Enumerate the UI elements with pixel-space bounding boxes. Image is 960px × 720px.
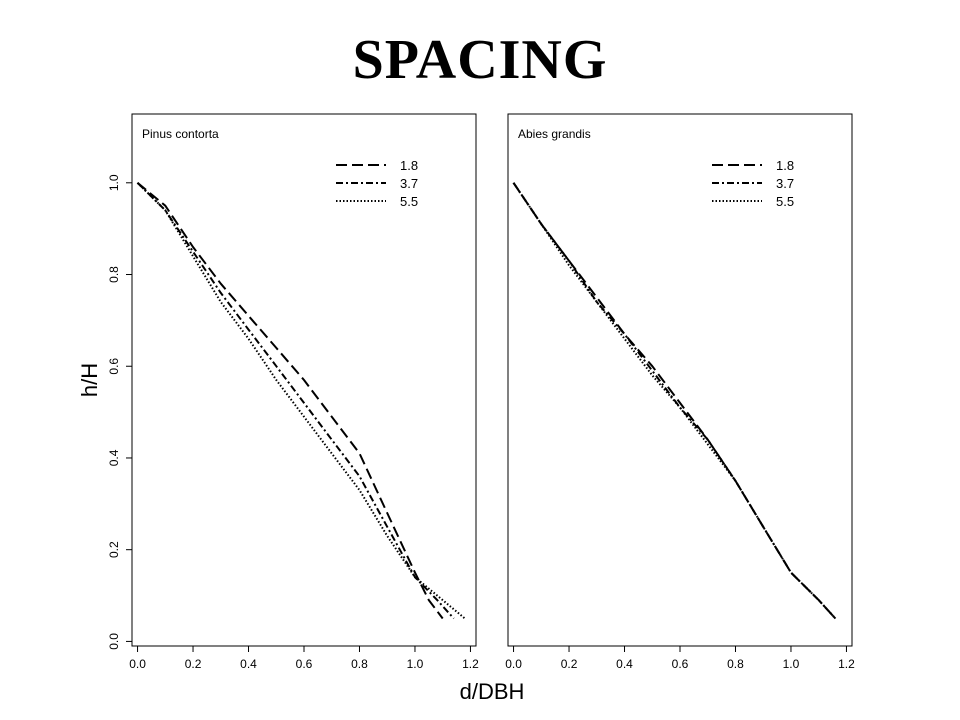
x-axis-title: d/DBH	[460, 679, 525, 704]
legend-entry: 5.5	[776, 194, 794, 209]
x-tick-label: 0.8	[727, 657, 744, 671]
panel-2: 0.0 0.2 0.4 0.6 0.8 1.0 1.2 Abies grandis 1.8 3.7…	[505, 113, 855, 671]
legend-entry: 1.8	[776, 158, 794, 173]
x-tick-label: 1.2	[838, 657, 855, 671]
panel-label: Abies grandis	[518, 127, 591, 141]
x-tick-label: 1.0	[407, 657, 424, 671]
series-line-5-5	[136, 182, 466, 620]
series-line-5-5	[512, 182, 837, 620]
x-tick-label: 0.6	[296, 657, 313, 671]
page-title: SPACING	[352, 29, 608, 91]
y-tick-label: 0.0	[107, 633, 121, 650]
y-tick-label: 0.8	[107, 266, 121, 283]
panel-1: 0.0 0.2 0.4 0.6 0.8 1.0 1.2 0.0 0.2 0.4 0.6 0.8 1.0 P…	[107, 113, 479, 671]
legend-entry: 1.8	[400, 158, 418, 173]
x-tick-label: 1.2	[462, 657, 479, 671]
x-tick-label: 0.2	[185, 657, 202, 671]
x-tick-label: 0.4	[240, 657, 257, 671]
y-tick-label: 0.2	[107, 541, 121, 558]
legend-entry: 5.5	[400, 194, 418, 209]
plot-frame	[507, 113, 853, 647]
legend-entry: 3.7	[776, 176, 794, 191]
x-tick-label: 1.0	[783, 657, 800, 671]
x-tick-label: 0.0	[505, 657, 522, 671]
series-line-1-8	[136, 182, 444, 620]
y-axis-title: h/H	[77, 363, 102, 397]
series-line-3-7	[136, 182, 455, 620]
panel-label: Pinus contorta	[142, 127, 219, 141]
series-line-1-8	[512, 182, 837, 620]
x-tick-label: 0.0	[129, 657, 146, 671]
x-tick-label: 0.4	[616, 657, 633, 671]
legend-entry: 3.7	[400, 176, 418, 191]
series-line-3-7	[512, 182, 837, 620]
y-tick-label: 0.4	[107, 449, 121, 466]
y-tick-label: 1.0	[107, 174, 121, 191]
x-tick-label: 0.6	[672, 657, 689, 671]
x-tick-label: 0.8	[351, 657, 368, 671]
x-tick-label: 0.2	[561, 657, 578, 671]
y-tick-label: 0.6	[107, 358, 121, 375]
